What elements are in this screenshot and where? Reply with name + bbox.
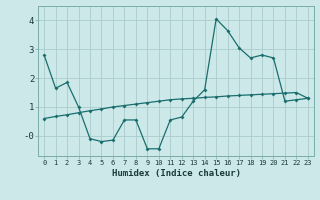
- X-axis label: Humidex (Indice chaleur): Humidex (Indice chaleur): [111, 169, 241, 178]
